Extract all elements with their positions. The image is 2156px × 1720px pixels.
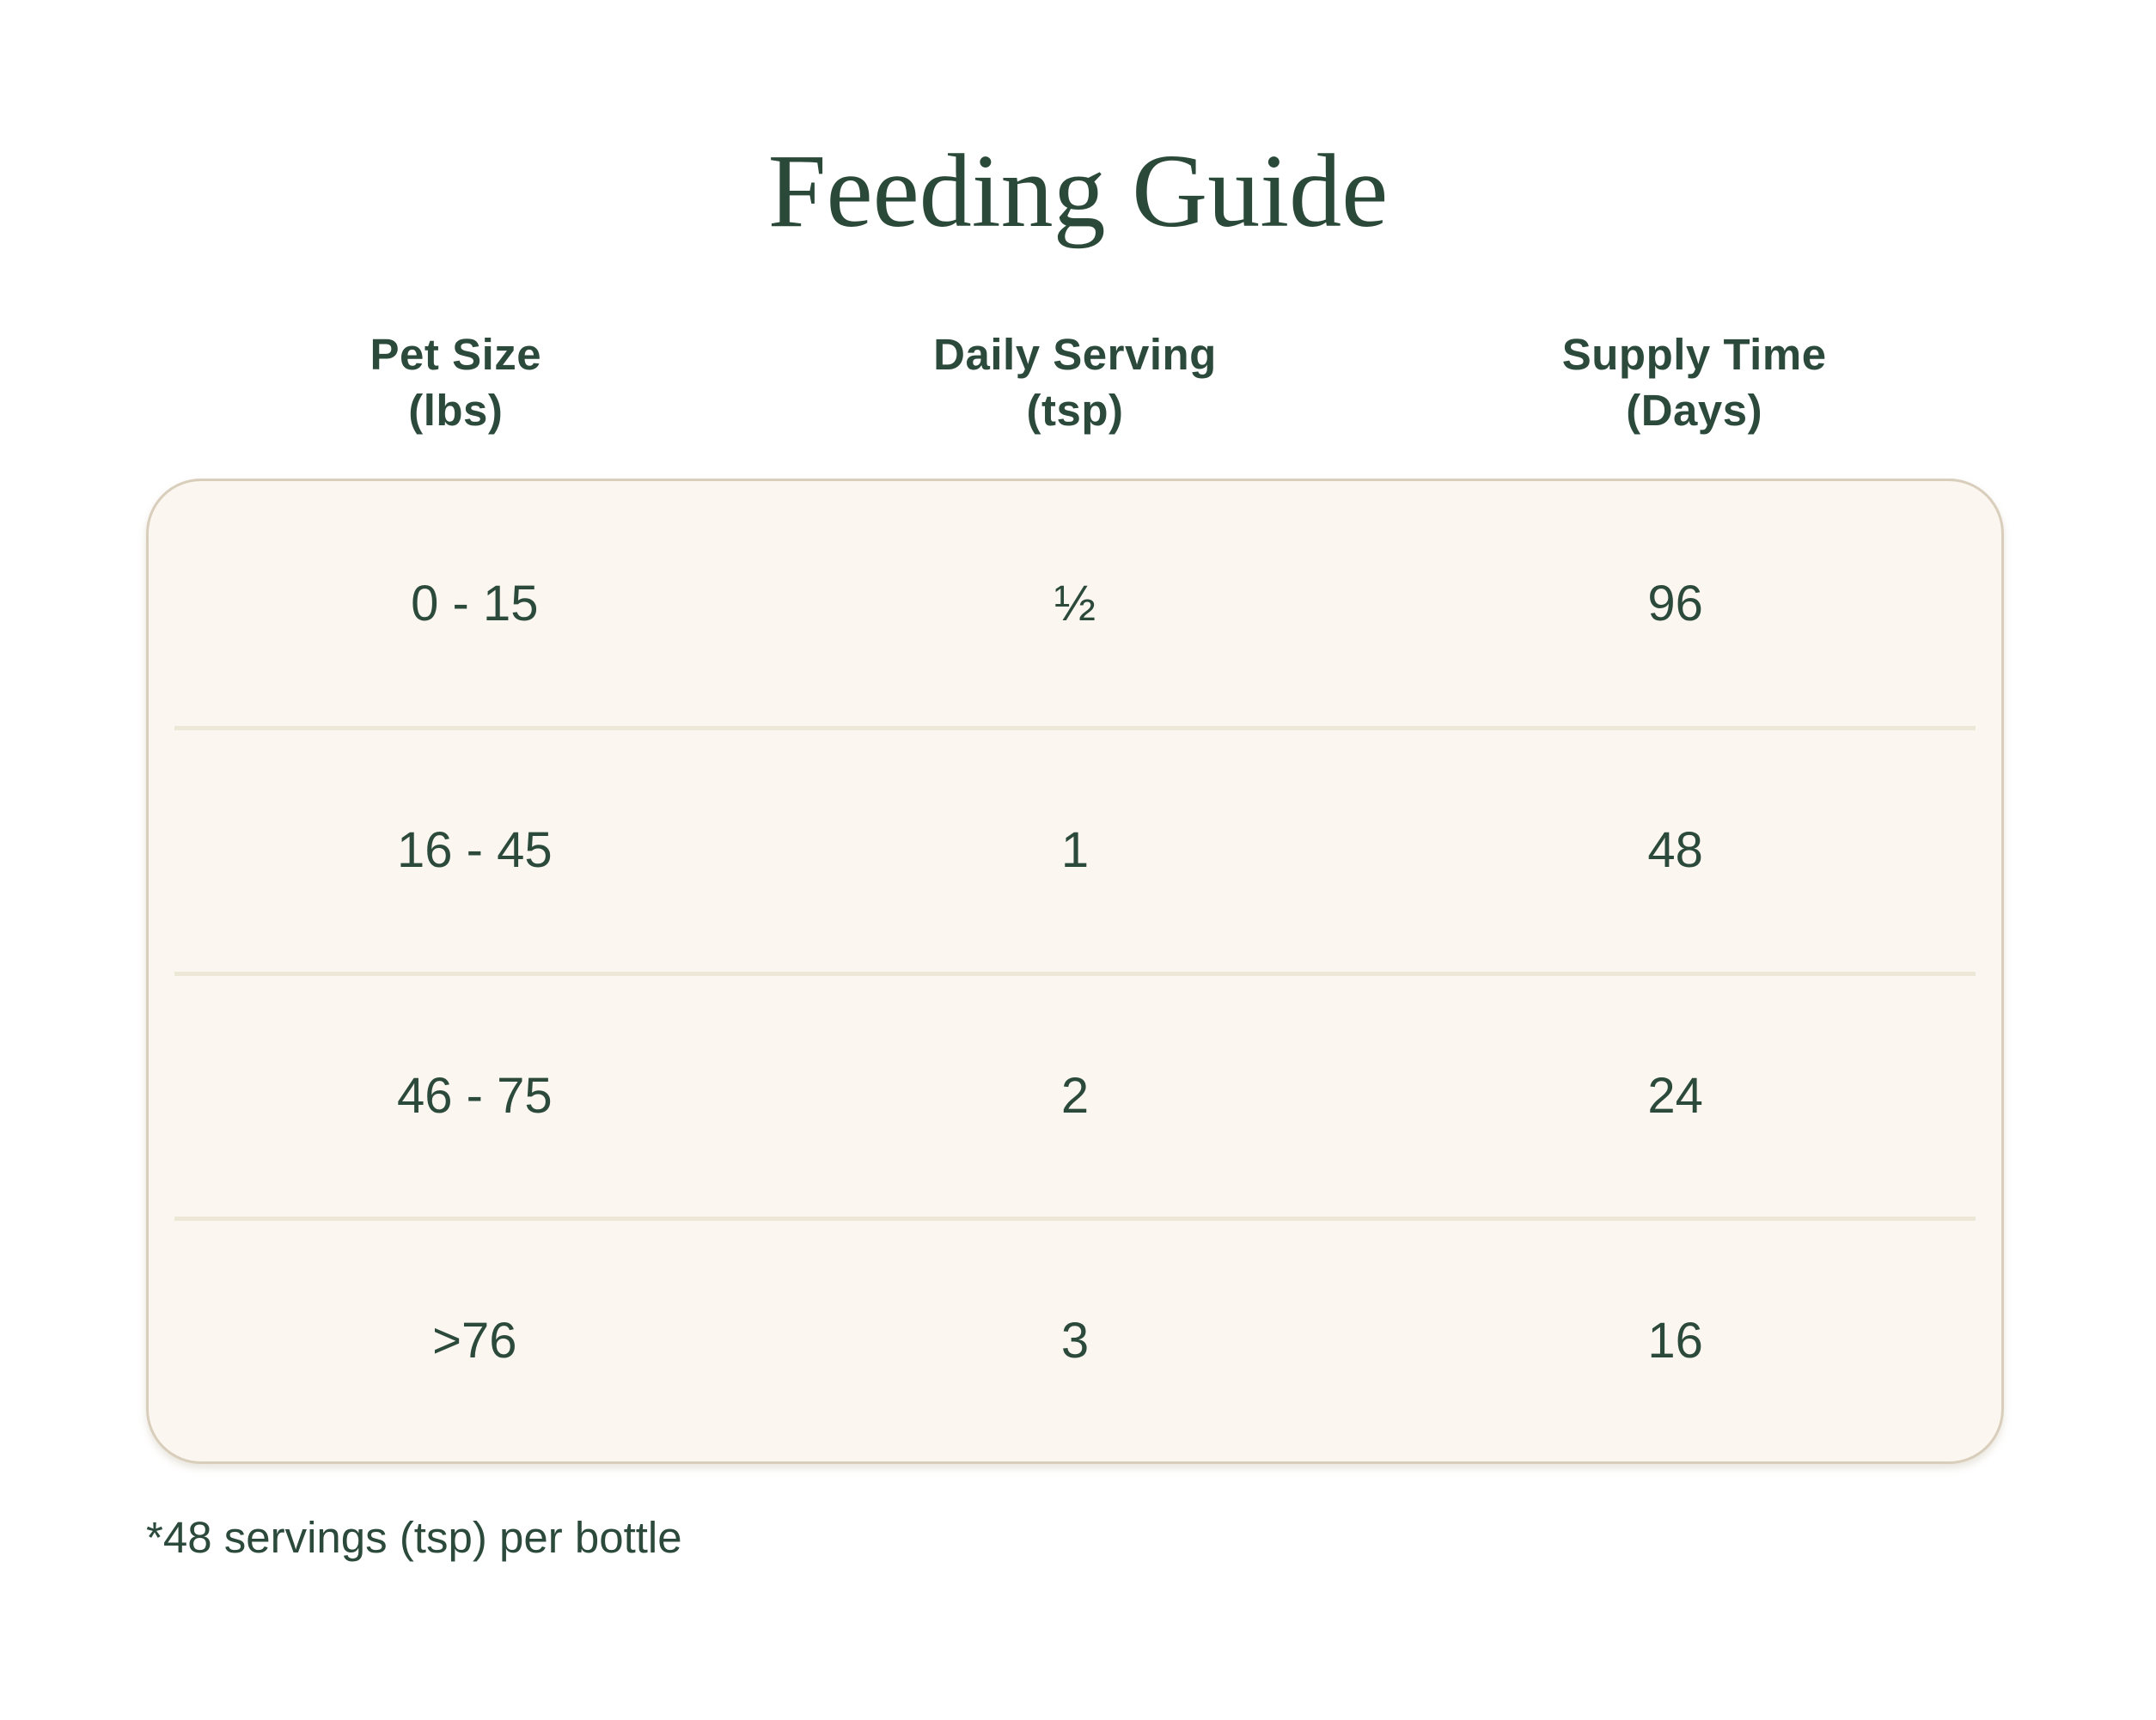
- column-header-label: Daily Serving: [933, 330, 1217, 379]
- column-header-unit: (lbs): [408, 386, 504, 436]
- cell-pet-size: >76: [432, 1312, 517, 1369]
- cell-daily-serving: 1: [1060, 822, 1090, 879]
- column-header-pet-size: Pet Size (lbs): [146, 326, 766, 439]
- cell-supply-time: 48: [1647, 822, 1703, 879]
- column-header-label: Supply Time: [1561, 330, 1827, 379]
- cell-supply-time: 16: [1647, 1312, 1703, 1369]
- table-row: 0 - 15 ½ 96: [174, 481, 1976, 726]
- cell-supply-time: 24: [1647, 1067, 1703, 1124]
- page-title: Feeding Guide: [767, 133, 1389, 249]
- table-row: 16 - 45 1 48: [174, 726, 1976, 971]
- cell-pet-size: 46 - 75: [397, 1067, 553, 1124]
- column-header-unit: (Days): [1626, 386, 1763, 436]
- cell-daily-serving: ½: [1054, 575, 1096, 631]
- table-column-headers: Pet Size (lbs) Daily Serving (tsp) Suppl…: [146, 326, 2004, 439]
- cell-daily-serving: 3: [1060, 1312, 1090, 1369]
- cell-pet-size: 16 - 45: [397, 822, 553, 879]
- column-header-supply-time: Supply Time (Days): [1384, 326, 2004, 439]
- cell-daily-serving: 2: [1060, 1067, 1090, 1124]
- column-header-label: Pet Size: [370, 330, 542, 379]
- table-row: >76 3 16: [174, 1216, 1976, 1461]
- cell-supply-time: 96: [1647, 575, 1703, 631]
- table-row: 46 - 75 2 24: [174, 971, 1976, 1217]
- feeding-table-card: 0 - 15 ½ 96 16 - 45 1 48 46 - 75 2 24 >7…: [146, 479, 2004, 1464]
- footnote: *48 servings (tsp) per bottle: [146, 1513, 682, 1562]
- column-header-unit: (tsp): [1026, 386, 1124, 436]
- column-header-daily-serving: Daily Serving (tsp): [766, 326, 1385, 439]
- cell-pet-size: 0 - 15: [411, 575, 539, 631]
